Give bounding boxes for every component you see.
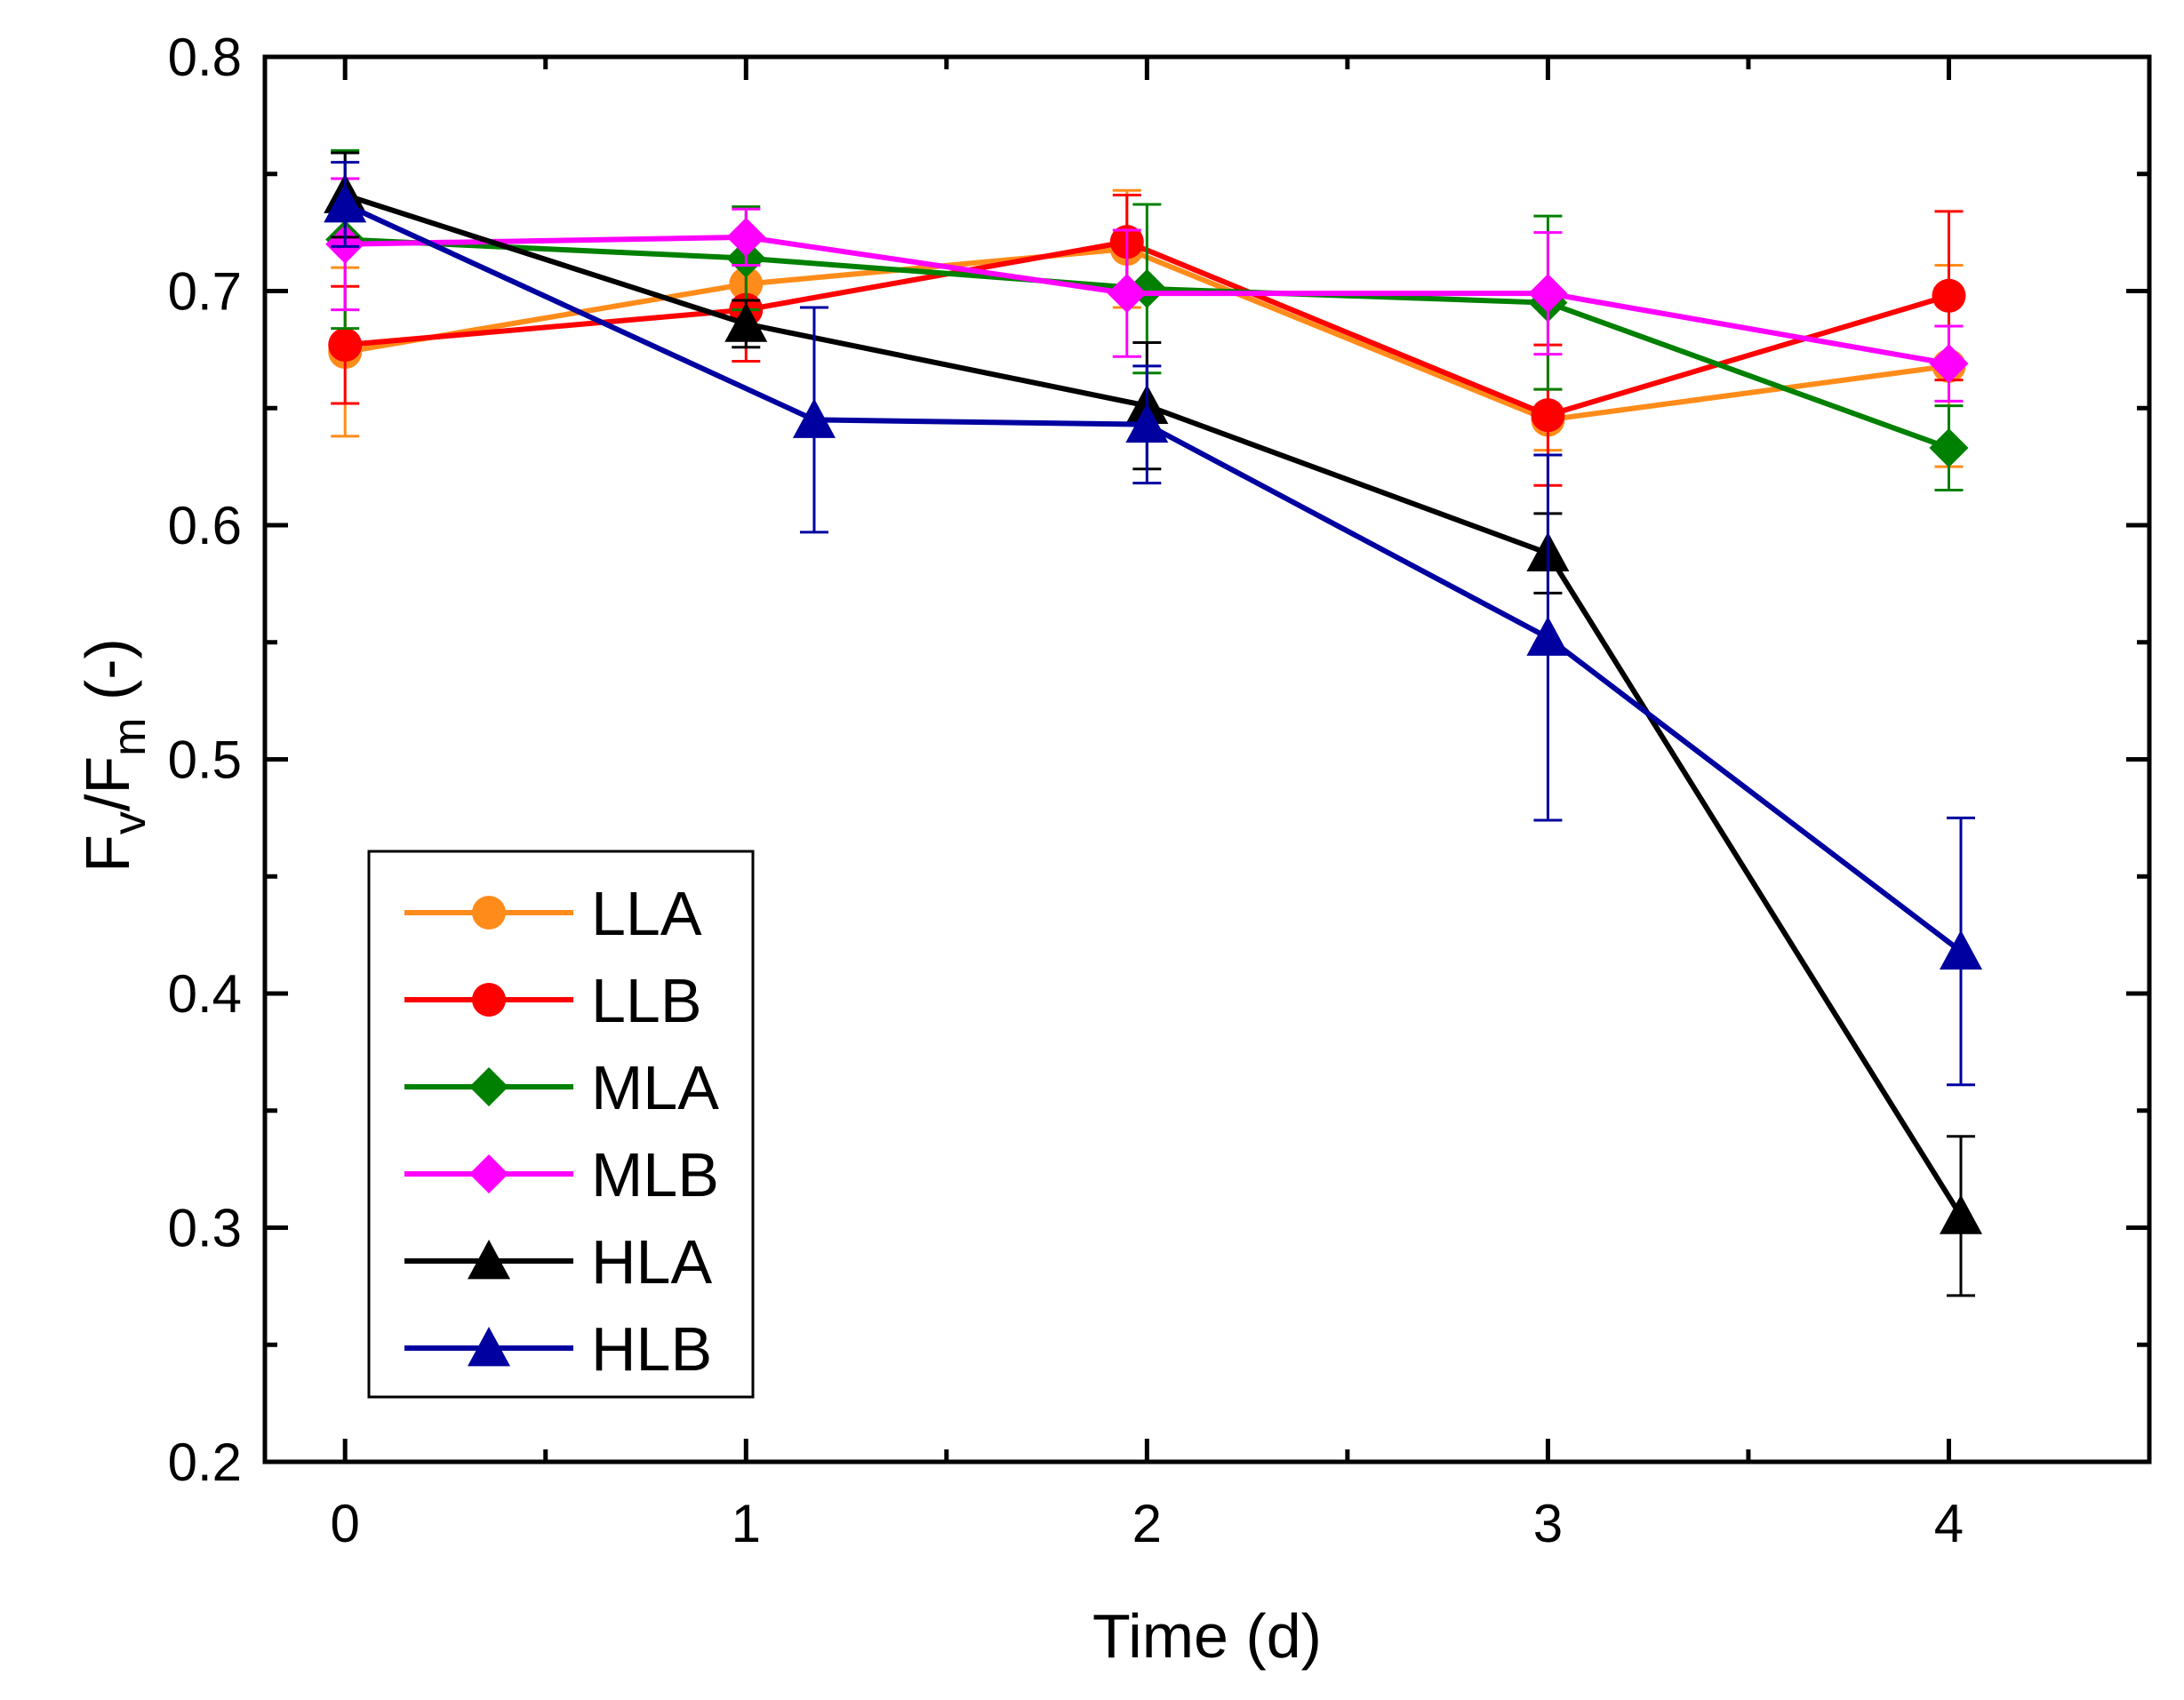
data-point: [328, 328, 363, 363]
y-axis-title: Fv/Fm (-): [73, 638, 156, 873]
legend-label: MLA: [591, 1053, 719, 1122]
series-hlb: [324, 161, 1982, 1087]
series-mlb: [325, 177, 1969, 403]
x-tick-label: 1: [732, 1494, 761, 1553]
legend-label: LLB: [591, 966, 702, 1035]
legend-marker: [472, 983, 506, 1017]
data-point: [724, 302, 768, 342]
y-tick-label: 0.7: [168, 262, 242, 322]
y-tick-label: 0.4: [168, 964, 242, 1024]
y-tick-label: 0.6: [168, 496, 242, 555]
y-tick-label: 0.5: [168, 730, 242, 790]
data-point: [792, 398, 836, 438]
y-tick-labels: 0.2 0.3 0.4 0.5 0.6 0.7 0.8: [168, 28, 242, 1492]
legend-label: HLB: [591, 1314, 712, 1384]
legend-box: [367, 850, 755, 1399]
x-tick-label: 3: [1533, 1494, 1563, 1553]
y-tick-label: 0.8: [168, 28, 242, 87]
data-point: [1526, 616, 1570, 656]
legend-label: HLA: [591, 1227, 712, 1297]
data-point: [1940, 1194, 1982, 1234]
data-point: [1528, 274, 1568, 314]
legend-marker: [469, 1154, 508, 1193]
series-line: [343, 202, 1963, 954]
x-tick-labels: 0 1 2 3 4: [331, 1494, 1964, 1553]
y-tick-label: 0.3: [168, 1199, 242, 1258]
data-point: [324, 183, 367, 223]
legend-marker: [468, 1240, 510, 1280]
legend-item-hla: HLA: [404, 1227, 712, 1297]
x-axis-title: Time (d): [1092, 1601, 1322, 1671]
plot-frame: [262, 54, 2152, 1465]
legend-item-mlb: MLB: [404, 1140, 719, 1209]
legend-item-mla: MLA: [404, 1053, 719, 1122]
legend-item-hlb: HLB: [404, 1314, 712, 1384]
x-tick-label: 0: [331, 1494, 360, 1553]
data-point: [1932, 278, 1966, 313]
legend-marker: [472, 896, 506, 930]
data-point: [1107, 274, 1147, 314]
data-point: [1929, 344, 1969, 384]
legend-item-llb: LLB: [404, 966, 702, 1035]
x-tick-label: 4: [1934, 1494, 1964, 1553]
legend-label: MLB: [591, 1140, 719, 1209]
x-tick-label: 2: [1132, 1494, 1162, 1553]
legend-marker: [469, 1067, 508, 1106]
data-point: [1125, 403, 1169, 443]
series-layer: [324, 148, 1982, 1297]
y-tick-label: 0.2: [168, 1433, 242, 1492]
legend-marker: [468, 1327, 510, 1367]
data-point: [726, 217, 766, 257]
data-point: [1929, 428, 1969, 468]
data-point: [1531, 398, 1565, 433]
data-point: [1940, 930, 1982, 970]
legend-label: LLA: [591, 879, 702, 948]
legend: LLA LLB MLA MLB HLA HLB: [367, 850, 755, 1399]
legend-item-lla: LLA: [404, 879, 702, 948]
